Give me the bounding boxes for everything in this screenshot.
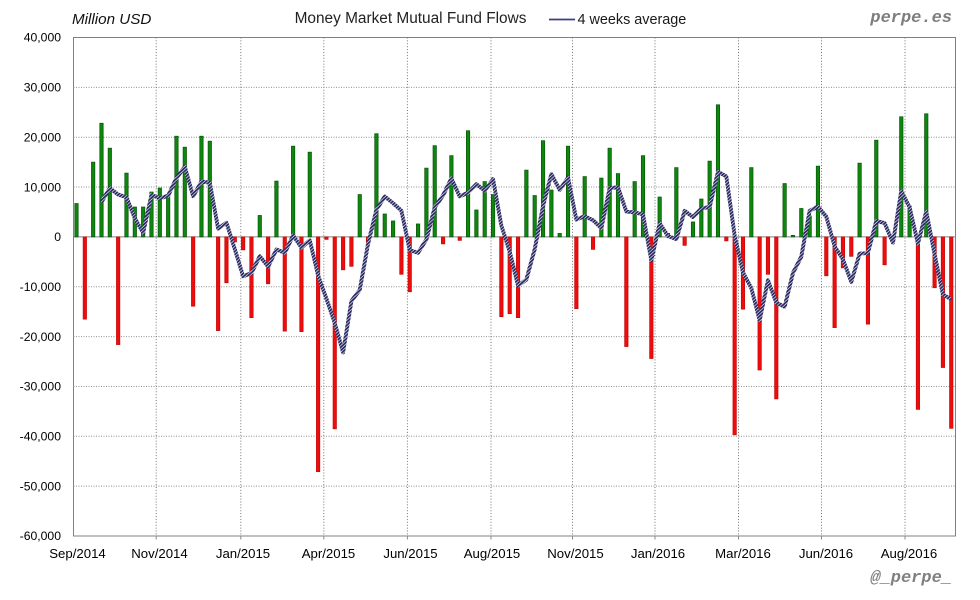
svg-text:-40,000: -40,000	[20, 430, 62, 444]
svg-text:20,000: 20,000	[24, 130, 61, 144]
svg-text:0: 0	[54, 230, 61, 244]
svg-text:Jun/2016: Jun/2016	[799, 546, 853, 561]
svg-text:Sep/2014: Sep/2014	[49, 546, 105, 561]
svg-text:40,000: 40,000	[24, 31, 61, 45]
svg-text:Jan/2015: Jan/2015	[216, 546, 270, 561]
svg-text:-10,000: -10,000	[20, 280, 62, 294]
svg-text:10,000: 10,000	[24, 180, 61, 194]
svg-text:Apr/2015: Apr/2015	[302, 546, 356, 561]
svg-text:-60,000: -60,000	[20, 529, 62, 543]
svg-text:perpe.es: perpe.es	[869, 9, 952, 28]
svg-text:-30,000: -30,000	[20, 380, 62, 394]
svg-text:Aug/2015: Aug/2015	[464, 546, 520, 561]
svg-text:Jun/2015: Jun/2015	[383, 546, 437, 561]
svg-text:-20,000: -20,000	[20, 330, 62, 344]
svg-text:4 weeks average: 4 weeks average	[578, 12, 687, 28]
svg-text:Mar/2016: Mar/2016	[715, 546, 771, 561]
svg-text:30,000: 30,000	[24, 81, 61, 95]
svg-text:Million USD: Million USD	[72, 11, 151, 28]
svg-text:Money Market Mutual Fund Flows: Money Market Mutual Fund Flows	[295, 10, 527, 27]
svg-text:Aug/2016: Aug/2016	[881, 546, 937, 561]
svg-text:Nov/2014: Nov/2014	[131, 546, 187, 561]
svg-text:-50,000: -50,000	[20, 479, 62, 493]
svg-text:Jan/2016: Jan/2016	[631, 546, 685, 561]
svg-text:Nov/2015: Nov/2015	[547, 546, 603, 561]
svg-text:@_perpe_: @_perpe_	[870, 569, 952, 588]
